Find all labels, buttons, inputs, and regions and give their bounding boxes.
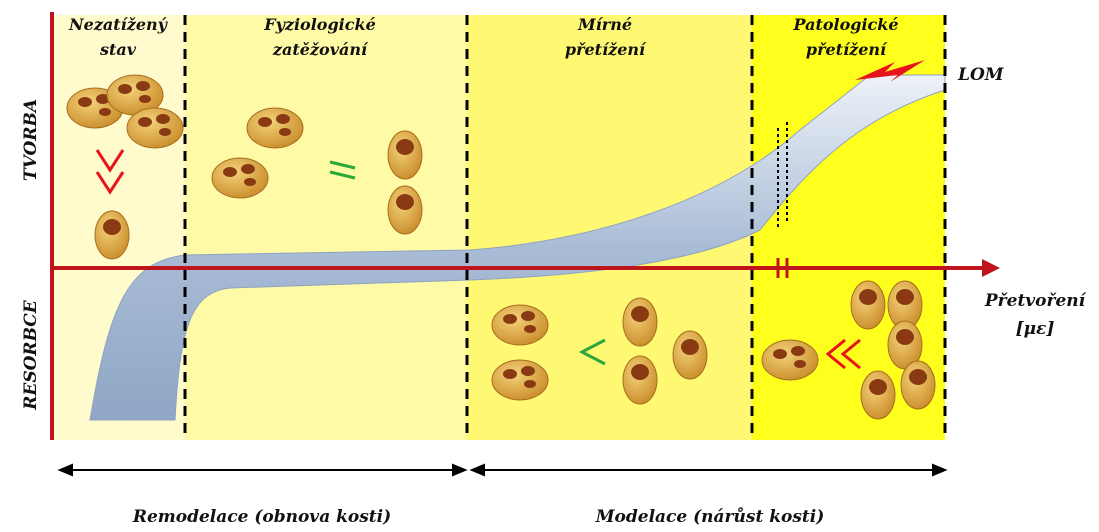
zone-dividers — [183, 15, 947, 440]
range-label: Modelace (nárůst kosti) — [595, 506, 825, 527]
x-axis-label: Přetvoření — [984, 291, 1087, 311]
fracture-label: LOM — [957, 65, 1005, 85]
zone-bg — [185, 15, 467, 440]
zone-label: zatěžování — [272, 40, 369, 59]
zone-label: stav — [99, 40, 137, 59]
x-axis-label: [με] — [1016, 319, 1055, 339]
zone-label: přetížení — [806, 40, 888, 59]
fracture-icon — [855, 60, 925, 82]
zone-label: Fyziologické — [263, 15, 376, 34]
symbols — [95, 149, 861, 370]
axis-break — [776, 258, 789, 278]
zone-label: Patologické — [792, 15, 898, 34]
x-axis-arrow — [982, 259, 1000, 277]
y-top-label: TVORBA — [21, 99, 41, 181]
zone-label: Nezatížený — [68, 15, 169, 34]
range-label: Remodelace (obnova kosti) — [132, 507, 391, 527]
y-bottom-label: RESORBCE — [21, 299, 41, 411]
range-arrows — [57, 463, 948, 477]
zone-label: Mírné — [577, 15, 632, 34]
zone-label: přetížení — [565, 40, 647, 59]
